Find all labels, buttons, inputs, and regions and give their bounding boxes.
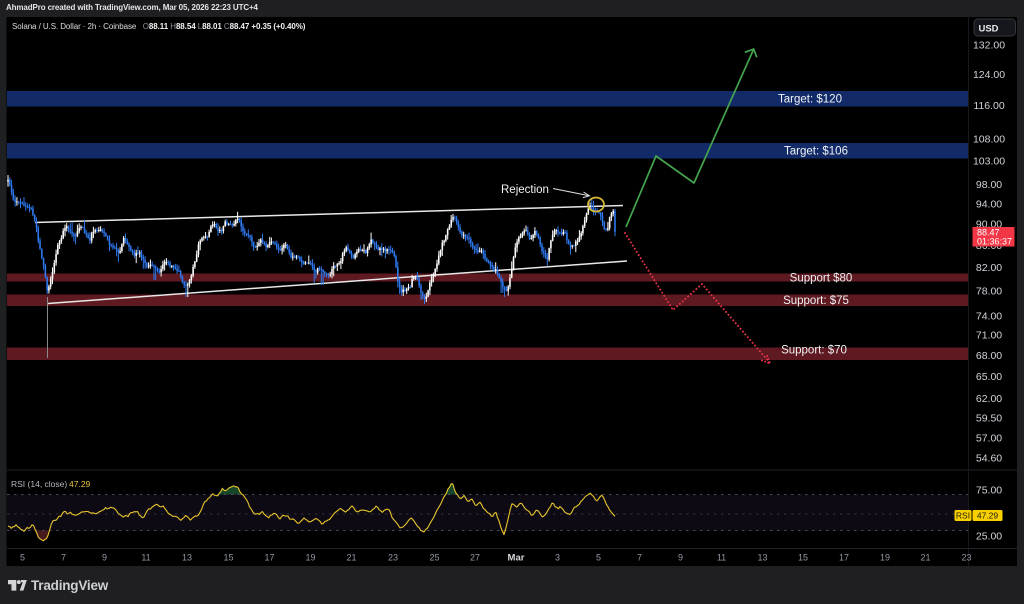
svg-text:Target: $120: Target: $120 — [778, 94, 842, 106]
svg-text:103.00: 103.00 — [973, 156, 1005, 168]
svg-text:13: 13 — [757, 553, 767, 563]
svg-text:17: 17 — [264, 553, 274, 563]
svg-text:47.29: 47.29 — [977, 511, 999, 521]
svg-text:88.47: 88.47 — [977, 228, 1000, 238]
svg-text:3: 3 — [555, 553, 560, 563]
svg-text:47.29: 47.29 — [69, 479, 91, 489]
svg-text:82.00: 82.00 — [976, 262, 1002, 274]
svg-text:11: 11 — [717, 553, 726, 563]
svg-text:78.00: 78.00 — [976, 286, 1002, 298]
svg-text:21: 21 — [346, 553, 356, 563]
svg-text:19: 19 — [305, 553, 315, 563]
svg-text:68.00: 68.00 — [976, 350, 1002, 362]
svg-text:98.00: 98.00 — [976, 179, 1002, 191]
svg-text:74.00: 74.00 — [976, 310, 1002, 322]
svg-text:13: 13 — [182, 553, 192, 563]
svg-text:27: 27 — [470, 553, 480, 563]
svg-text:9: 9 — [102, 553, 107, 563]
svg-text:9: 9 — [678, 553, 683, 563]
svg-text:19: 19 — [880, 553, 890, 563]
svg-text:17: 17 — [839, 553, 849, 563]
svg-text:65.00: 65.00 — [976, 371, 1002, 383]
svg-text:59.50: 59.50 — [976, 412, 1002, 424]
svg-text:Support $80: Support $80 — [790, 273, 853, 285]
svg-text:Rejection: Rejection — [501, 184, 549, 196]
svg-text:RSI (14, close): RSI (14, close) — [11, 479, 67, 489]
svg-text:5: 5 — [596, 553, 601, 563]
svg-text:15: 15 — [223, 553, 233, 563]
svg-text:25.00: 25.00 — [976, 530, 1002, 542]
svg-text:94.00: 94.00 — [976, 198, 1002, 210]
svg-text:7: 7 — [637, 553, 642, 563]
svg-text:Support: $70: Support: $70 — [781, 345, 847, 357]
svg-text:15: 15 — [798, 553, 808, 563]
svg-text:116.00: 116.00 — [973, 100, 1004, 112]
svg-text:01:36:37: 01:36:37 — [977, 237, 1012, 247]
svg-text:Mar: Mar — [508, 553, 525, 564]
svg-text:7: 7 — [61, 553, 66, 563]
svg-text:USD: USD — [978, 24, 998, 35]
svg-text:62.00: 62.00 — [976, 393, 1002, 405]
svg-text:124.00: 124.00 — [973, 69, 1005, 81]
svg-text:23: 23 — [961, 553, 971, 563]
svg-text:57.00: 57.00 — [976, 432, 1002, 444]
svg-text:5: 5 — [20, 553, 25, 563]
svg-text:21: 21 — [920, 553, 930, 563]
svg-text:25: 25 — [429, 553, 439, 563]
svg-text:54.60: 54.60 — [976, 453, 1002, 465]
svg-text:23: 23 — [388, 553, 398, 563]
svg-text:Support: $75: Support: $75 — [783, 295, 849, 307]
svg-text:75.00: 75.00 — [976, 485, 1002, 497]
svg-text:71.00: 71.00 — [976, 330, 1002, 342]
svg-text:RSI: RSI — [956, 511, 970, 521]
svg-text:132.00: 132.00 — [973, 40, 1005, 52]
svg-text:Target: $106: Target: $106 — [784, 146, 848, 158]
svg-text:11: 11 — [141, 553, 150, 563]
svg-text:108.00: 108.00 — [973, 133, 1005, 145]
